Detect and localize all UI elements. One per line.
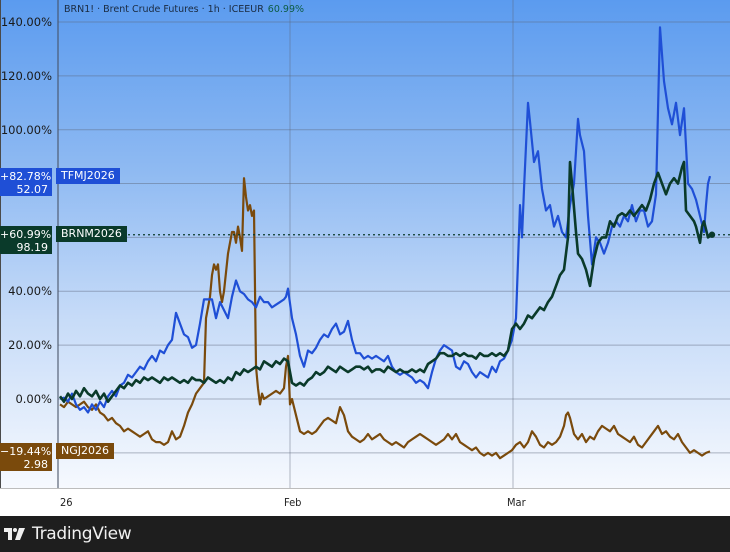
series-lines [58,26,713,460]
last-price-dot [708,231,716,238]
tag-percent: +82.78% 52.07 [0,168,52,196]
gridlines [57,0,730,488]
tradingview-logo-icon [4,528,25,540]
time-scale[interactable]: 26 Feb Mar [0,488,730,517]
series-line-brnm2026 [58,160,713,404]
date-label: Mar [507,496,526,509]
series-line-tfmj2026 [59,26,712,414]
symbol-change-value: 60.99% [267,4,305,15]
tag-symbol: TFMJ2026 [56,168,120,184]
price-label: 100.00% [0,122,52,137]
chart-title: BRN1! · Brent Crude Futures · 1h · ICEEU… [64,4,304,15]
price-label: 120.00% [0,68,52,83]
footer-bar: TradingView [0,516,730,552]
tag-percent: −19.44% 2.98 [0,443,52,471]
date-label: 26 [60,496,73,509]
chart-plot[interactable] [0,0,730,488]
series-line-ngj2026 [59,177,711,460]
price-label: 20.00% [8,338,52,353]
price-label: 0.00% [15,392,52,406]
symbol-title: BRN1! · Brent Crude Futures · 1h · ICEEU… [64,4,264,15]
tag-symbol: BRNM2026 [56,226,127,242]
brand-name: TradingView [32,524,132,544]
tradingview-brand[interactable]: TradingView [4,524,132,544]
tag-percent: +60.99% 98.19 [0,226,52,254]
price-label: 140.00% [0,14,52,29]
date-label: Feb [284,496,302,509]
tag-symbol: NGJ2026 [56,443,114,459]
price-label: 40.00% [8,284,52,299]
